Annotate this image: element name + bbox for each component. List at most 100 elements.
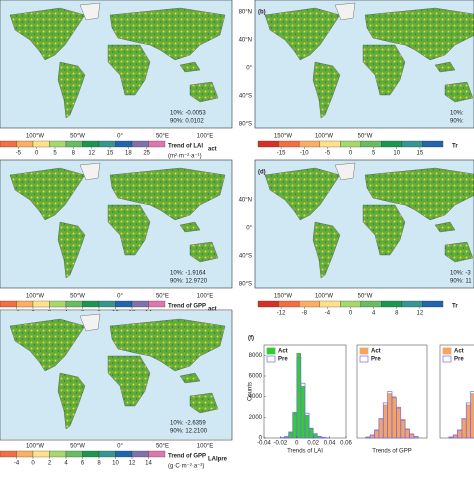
colorbar-tick-label: 5 [372, 151, 376, 157]
colorbar-segment [17, 451, 34, 457]
stat: 10%: -1.9164 [170, 271, 206, 277]
colorbar-segment [299, 141, 320, 147]
histogram-bar [401, 419, 405, 438]
colorbar-segment [0, 141, 17, 147]
histogram-bar [410, 434, 414, 438]
colorbar-segment [320, 301, 341, 307]
stat: 90%: 12.2100 [170, 429, 208, 435]
y-tick-label: 6000 [249, 374, 263, 380]
colorbar-segment [99, 451, 116, 457]
histogram-bar [396, 407, 400, 438]
x-tick-label: 0.02 [307, 441, 319, 447]
histogram-bar [405, 429, 409, 438]
panel-label: (f) [248, 336, 254, 342]
colorbar-segment [33, 451, 50, 457]
x-axis-label: Trends of GPP [372, 449, 411, 455]
lon-label: 0° [117, 294, 123, 300]
histogram-bar [297, 353, 301, 438]
colorbar-segment [299, 301, 320, 307]
legend-swatch [443, 348, 451, 354]
lon-label: 50°W [70, 134, 85, 140]
colorbar-segment [83, 301, 100, 307]
colorbar-tick-label: -10 [300, 151, 309, 157]
lon-label: 150°W [274, 294, 292, 300]
lon-label: 50°E [156, 294, 169, 300]
colorbar-segment [132, 141, 149, 147]
colorbar-segment [66, 451, 83, 457]
histogram-bar [458, 430, 462, 438]
colorbar-tick-label: 12 [417, 311, 424, 317]
lon-label: 100°W [315, 134, 333, 140]
histogram-bar [375, 430, 379, 438]
trend-subscript: LAIpre [208, 457, 228, 463]
lon-label: 50°W [70, 444, 85, 450]
stat: 10%: -3 [450, 271, 471, 277]
lat-label: 80°S [239, 282, 252, 288]
unit: (m²·m⁻²·a⁻¹) [168, 154, 202, 160]
trend-title: Trend of GPP [168, 454, 206, 460]
colorbar-segment [83, 451, 100, 457]
colorbar-segment [50, 301, 67, 307]
lon-label: 150°W [274, 134, 292, 140]
colorbar-segment [422, 141, 443, 147]
world-map [0, 160, 232, 288]
stat: 10%: [450, 111, 464, 117]
colorbar-segment [116, 451, 133, 457]
lon-label: 50°W [358, 134, 373, 140]
stat: 10%: -0.0053 [170, 111, 206, 117]
colorbar-segment [33, 141, 50, 147]
trend-title: Tr [452, 304, 458, 310]
colorbar-segment [422, 301, 443, 307]
unit: (g·C·m⁻²·a⁻²) [168, 464, 204, 470]
map [0, 160, 232, 288]
colorbar-segment [402, 301, 423, 307]
colorbar-tick-label: 0 [35, 151, 39, 157]
legend-label: Pre [371, 357, 381, 363]
colorbar-segment [340, 301, 361, 307]
colorbar-segment [402, 141, 423, 147]
lat-label: 40°S [239, 254, 252, 260]
histogram-bar [388, 394, 392, 438]
lat-label: 80°S [239, 122, 252, 128]
lon-label: 100°W [26, 294, 44, 300]
stat: 10%: -2.6359 [170, 421, 206, 427]
legend-label: Pre [454, 357, 464, 363]
lon-label: 100°W [315, 294, 333, 300]
colorbar-segment [66, 141, 83, 147]
lon-label: 50°W [358, 294, 373, 300]
colorbar-segment [381, 301, 402, 307]
world-map [255, 160, 474, 288]
histogram-bar [305, 415, 309, 438]
map [255, 0, 474, 128]
colorbar-tick-label: 0 [349, 151, 353, 157]
lon-label: 0° [117, 444, 123, 450]
colorbar-tick-label: 8 [97, 461, 101, 467]
colorbar-tick-label: 0 [349, 311, 353, 317]
legend-label: Act [278, 349, 288, 355]
colorbar-tick-label: -5 [16, 151, 22, 157]
stat: 90%: 12.9720 [170, 279, 208, 285]
colorbar-segment [258, 141, 279, 147]
histogram-bar [309, 429, 313, 438]
colorbar-segment [340, 141, 361, 147]
colorbar-tick-label: 18 [125, 151, 132, 157]
panel-label: (b) [258, 10, 266, 16]
colorbar-tick-label: 12 [129, 461, 136, 467]
colorbar-tick-label: 10 [112, 461, 119, 467]
colorbar-tick-label: 12 [88, 151, 95, 157]
map [255, 160, 474, 288]
legend-label: Act [454, 349, 464, 355]
lon-label: 100°E [197, 294, 213, 300]
colorbar-segment [50, 141, 67, 147]
histogram-bar [379, 419, 383, 438]
lat-label: 0° [246, 226, 252, 232]
histogram-bar [293, 412, 297, 438]
map [0, 0, 232, 128]
world-map [0, 0, 232, 128]
colorbar-tick-label: -4 [325, 311, 331, 317]
colorbar-segment [33, 301, 50, 307]
trend-title: Trend of LAI [168, 144, 203, 150]
x-tick-label: -0.02 [274, 441, 288, 447]
panel-label: (d) [258, 170, 266, 176]
